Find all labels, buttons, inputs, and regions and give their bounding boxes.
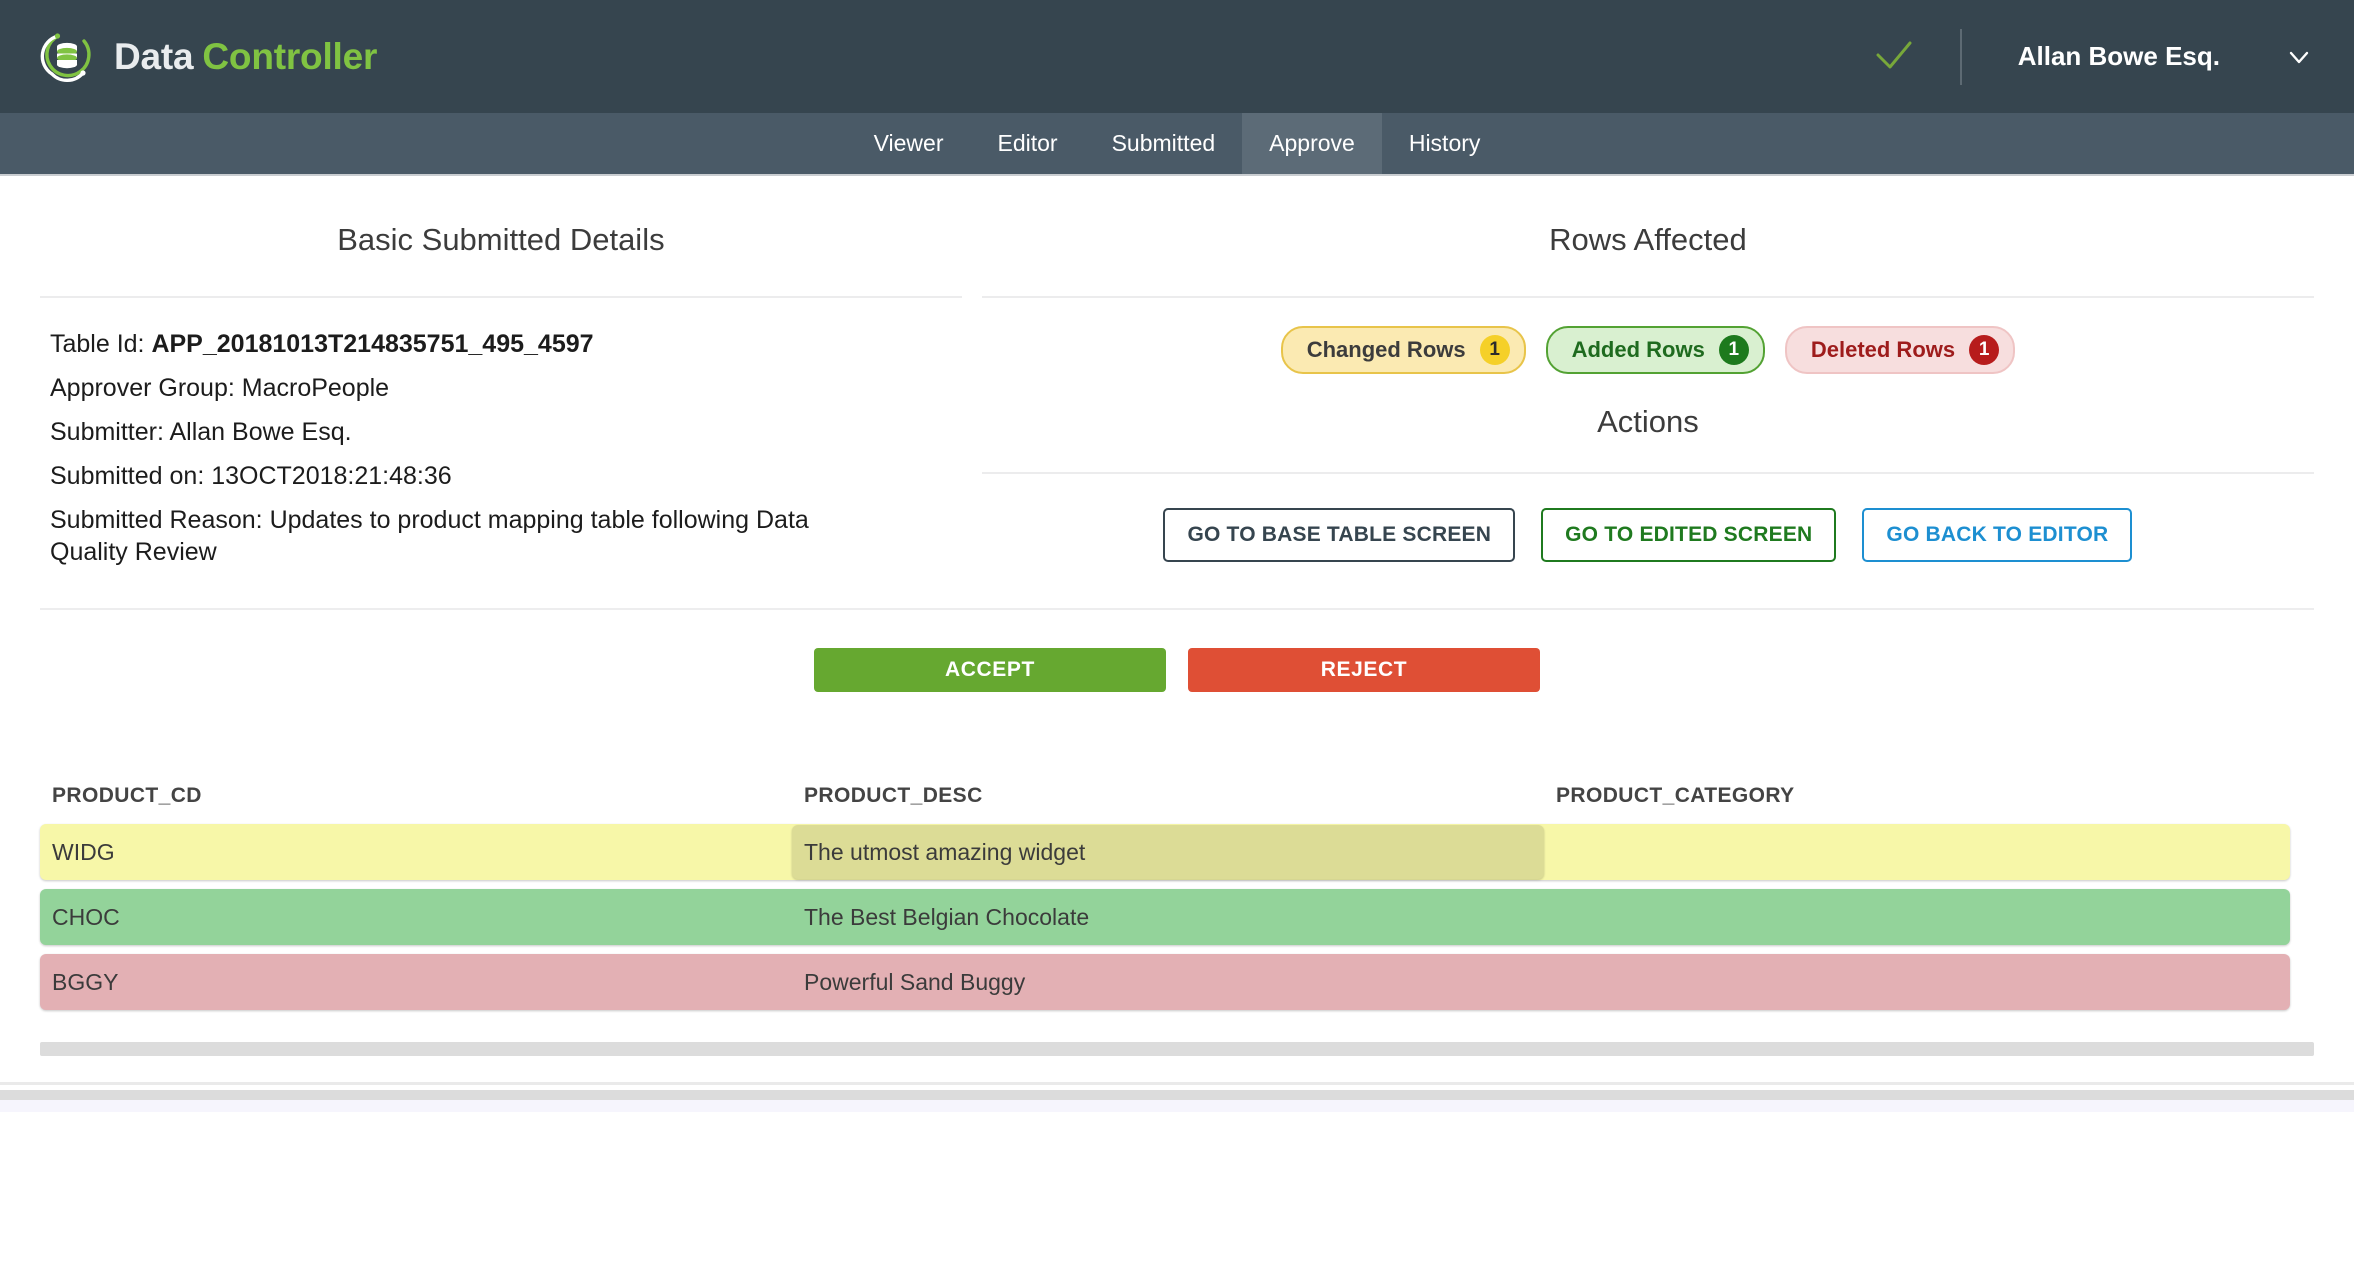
brand-word-controller: Controller xyxy=(202,35,378,77)
basic-details-divider xyxy=(40,296,962,298)
cell-product-category xyxy=(1544,954,2284,1010)
check-icon[interactable] xyxy=(1872,35,1916,79)
basic-details-list: Table Id: APP_20181013T214835751_495_459… xyxy=(40,298,962,584)
page-scrollbar[interactable] xyxy=(0,1090,2354,1100)
changes-table: PRODUCT_CD PRODUCT_DESC PRODUCT_CATEGORY… xyxy=(0,784,2354,1010)
status-badge-deleted-rows[interactable]: Deleted Rows 1 xyxy=(1784,326,2016,374)
cell-product-cd: BGGY xyxy=(52,968,119,995)
detail-submitted-reason: Submitted Reason: Updates to product map… xyxy=(50,506,809,566)
nav-item-history[interactable]: History xyxy=(1408,130,1481,156)
column-header-product-cd[interactable]: PRODUCT_CD xyxy=(52,784,202,807)
nav-item-submitted[interactable]: Submitted xyxy=(1111,130,1216,156)
footer-spacer xyxy=(0,1100,2354,1112)
column-header-product-category[interactable]: PRODUCT_CATEGORY xyxy=(1556,784,1795,807)
header-right-cluster: Allan Bowe Esq. xyxy=(1872,0,2316,113)
decision-button-group: ACCEPT REJECT xyxy=(0,610,2354,692)
cell-product-category xyxy=(1544,889,2284,945)
detail-table-id-value: APP_20181013T214835751_495_4597 xyxy=(151,330,594,358)
brand-title: Data Controller xyxy=(114,36,377,78)
detail-table-id-label: Table Id: xyxy=(50,330,152,358)
go-to-edited-screen-button[interactable]: GO TO EDITED SCREEN xyxy=(1541,508,1837,562)
app-header: Data Controller Allan Bowe Esq. xyxy=(0,0,2354,113)
brand[interactable]: Data Controller xyxy=(38,28,377,86)
detail-approver-group: Approver Group: MacroPeople xyxy=(50,374,390,402)
summary-columns: Basic Submitted Details Table Id: APP_20… xyxy=(0,177,2354,584)
badge-count-added: 1 xyxy=(1718,335,1749,365)
cell-product-cd: WIDG xyxy=(52,838,115,865)
nav-item-editor[interactable]: Editor xyxy=(997,130,1058,156)
database-logo-icon xyxy=(38,28,96,86)
rows-affected-title: Rows Affected xyxy=(1549,222,1747,257)
badge-label-added: Added Rows xyxy=(1571,337,1705,362)
column-header-product-desc[interactable]: PRODUCT_DESC xyxy=(804,784,983,807)
cell-product-cd: CHOC xyxy=(52,903,120,930)
cell-product-desc: Powerful Sand Buggy xyxy=(804,968,1026,995)
chevron-down-icon[interactable] xyxy=(2286,44,2312,70)
bottom-divider xyxy=(0,1082,2354,1085)
badge-label-changed: Changed Rows xyxy=(1306,337,1466,362)
table-row[interactable]: CHOC The Best Belgian Chocolate xyxy=(40,889,2290,945)
page-content: Basic Submitted Details Table Id: APP_20… xyxy=(0,176,2354,1288)
main-nav: Viewer Editor Submitted Approve History xyxy=(0,113,2354,176)
basic-details-title: Basic Submitted Details xyxy=(337,222,665,257)
cell-product-desc: The utmost amazing widget xyxy=(792,825,1544,879)
rows-affected-panel: Rows Affected Changed Rows 1 Added Rows … xyxy=(981,177,2314,584)
nav-item-viewer[interactable]: Viewer xyxy=(873,130,944,156)
rows-affected-badges: Changed Rows 1 Added Rows 1 Deleted Rows… xyxy=(982,298,2314,404)
accept-button[interactable]: ACCEPT xyxy=(814,648,1166,692)
table-row[interactable]: BGGY Powerful Sand Buggy xyxy=(40,954,2290,1010)
table-header-row: PRODUCT_CD PRODUCT_DESC PRODUCT_CATEGORY xyxy=(40,784,2314,824)
reject-button[interactable]: REJECT xyxy=(1188,648,1540,692)
status-badge-changed-rows[interactable]: Changed Rows 1 xyxy=(1280,326,1526,374)
nav-item-approve[interactable]: Approve xyxy=(1242,113,1382,174)
user-name-label[interactable]: Allan Bowe Esq. xyxy=(2017,41,2220,71)
actions-divider xyxy=(981,472,2314,474)
cell-product-desc: The Best Belgian Chocolate xyxy=(804,903,1090,930)
detail-submitter: Submitter: Allan Bowe Esq. xyxy=(50,418,352,446)
badge-count-changed: 1 xyxy=(1479,335,1510,365)
table-horizontal-scrollbar[interactable] xyxy=(40,1042,2314,1056)
basic-details-panel: Basic Submitted Details Table Id: APP_20… xyxy=(40,177,962,584)
actions-title: Actions xyxy=(1597,404,1699,439)
status-badge-added-rows[interactable]: Added Rows 1 xyxy=(1545,326,1765,374)
rows-affected-divider xyxy=(981,296,2314,298)
table-row[interactable]: WIDG The utmost amazing widget xyxy=(40,824,2290,880)
actions-button-group: GO TO BASE TABLE SCREEN GO TO EDITED SCR… xyxy=(982,474,2314,572)
badge-label-deleted: Deleted Rows xyxy=(1810,337,1956,362)
go-to-base-table-screen-button[interactable]: GO TO BASE TABLE SCREEN xyxy=(1163,508,1516,562)
cell-product-category xyxy=(1544,824,2284,880)
detail-submitted-on: Submitted on: 13OCT2018:21:48:36 xyxy=(50,462,452,490)
go-back-to-editor-button[interactable]: GO BACK TO EDITOR xyxy=(1862,508,2133,562)
header-divider xyxy=(1959,28,1962,85)
decision-divider xyxy=(40,608,2314,610)
badge-count-deleted: 1 xyxy=(1969,335,2000,365)
detail-table-id: Table Id: APP_20181013T214835751_495_459… xyxy=(40,322,820,366)
brand-word-data: Data xyxy=(114,35,194,77)
